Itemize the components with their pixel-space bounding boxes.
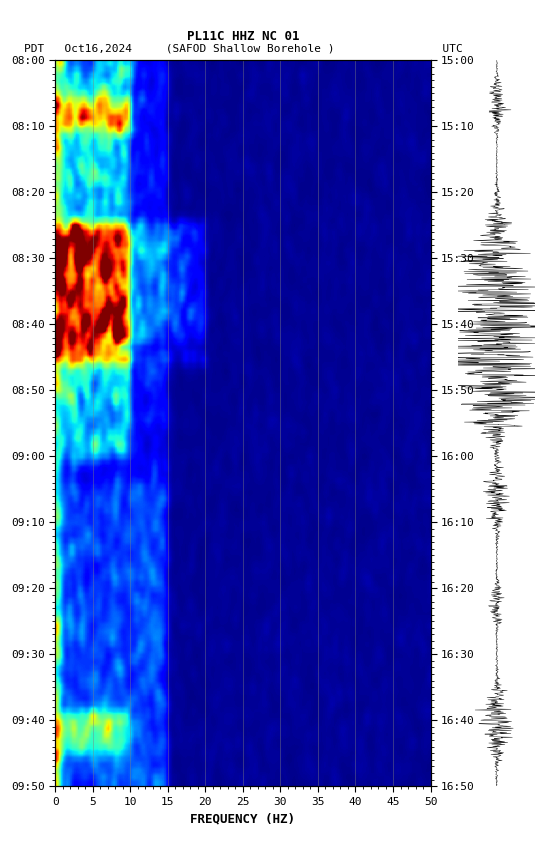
Text: PDT   Oct16,2024     (SAFOD Shallow Borehole )                UTC: PDT Oct16,2024 (SAFOD Shallow Borehole )… — [24, 43, 462, 54]
X-axis label: FREQUENCY (HZ): FREQUENCY (HZ) — [190, 812, 295, 825]
Text: PL11C HHZ NC 01: PL11C HHZ NC 01 — [187, 30, 299, 43]
